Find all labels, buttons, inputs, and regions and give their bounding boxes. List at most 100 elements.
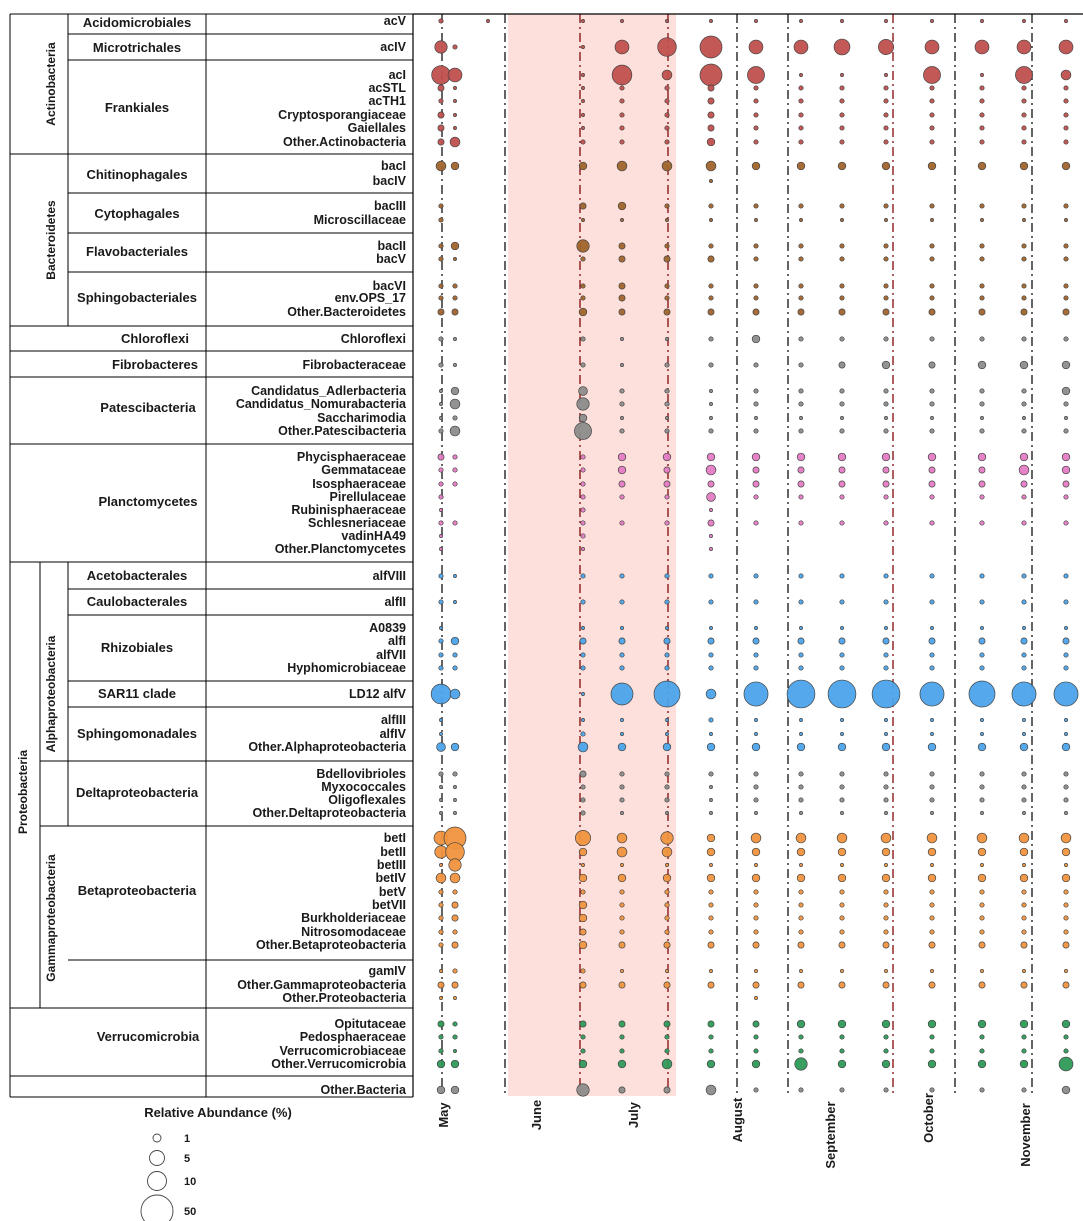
bubble [1021,98,1027,104]
bubble [581,86,585,90]
row-label: acIV [380,40,406,54]
bubble [1022,19,1026,23]
bubble [619,520,625,526]
bubble [574,422,592,440]
phylum-label: Proteobacteria [16,750,30,834]
bubble [1064,416,1068,420]
bubble [1021,295,1027,301]
bubble [839,771,845,777]
bubble [664,771,670,777]
bubble [437,981,445,989]
bubble [752,981,760,989]
bubble [706,847,716,857]
month-label: September [823,1101,838,1168]
bubble [798,85,804,91]
bubble [883,915,889,921]
bubble [979,428,985,434]
bubble [1063,915,1069,921]
row-label: betIV [375,871,406,885]
bubble [923,66,941,84]
bubble [708,573,714,579]
bubble [663,466,671,474]
bubble [979,112,985,118]
bubble [1020,480,1028,488]
bubble [839,915,845,921]
bubble [709,626,713,630]
bubble [619,784,625,790]
bubble [619,599,625,605]
row-label: alfIII [381,713,406,727]
bubble [979,295,985,301]
bubble [708,771,714,777]
bubble [798,771,804,777]
bubble [1019,1019,1029,1029]
bubble [708,362,714,368]
bubble [438,942,444,948]
bubble [839,256,845,262]
bubble [754,19,758,23]
bubble [978,308,986,316]
bubble [798,98,804,104]
bubble [1020,637,1028,645]
bubble [977,360,987,370]
bubble [753,139,759,145]
order-label: Verrucomicrobia [97,1029,200,1044]
bubble [979,388,985,394]
bubble [581,73,585,77]
bubble [450,742,460,752]
bubble [575,830,591,846]
bubble [450,1085,460,1095]
bubble [438,1034,444,1040]
bubble [709,547,713,551]
bubble [881,161,891,171]
row-label: Burkholderiaceae [301,911,406,925]
bubble [1063,203,1069,209]
bubble [439,863,443,867]
highlight-band [508,14,676,1096]
order-label: Chloroflexi [121,331,189,346]
bubble [708,243,714,249]
bubble [437,308,445,316]
bubble [664,283,670,289]
bubble [706,833,716,843]
bubble [581,19,585,23]
bubble [453,113,457,117]
bubble [619,98,625,104]
bubble [927,742,937,752]
bubble [663,941,671,949]
bubble [1021,797,1027,803]
bubble [1063,243,1069,249]
order-label: Frankiales [105,100,169,115]
bubble [839,599,845,605]
bubble [449,136,461,148]
bubble [752,637,760,645]
bubble [839,494,845,500]
bubble [1021,428,1027,434]
bubble [438,217,444,223]
row-label: Verrucomicrobiaceae [280,1044,407,1058]
bubble [1021,652,1027,658]
bubble [883,599,889,605]
bubble [839,283,845,289]
bubble [619,1034,625,1040]
row-label: Hyphomicrobiaceae [287,661,406,675]
bubble [665,218,669,222]
bubble [709,811,713,815]
bubble [930,863,934,867]
bubble [980,626,984,630]
bubble [664,125,670,131]
legend-value: 10 [184,1176,196,1188]
bubble [452,283,458,289]
row-label: Oligoflexales [328,793,406,807]
bubble [578,1059,588,1069]
bubble [980,218,984,222]
bubble [705,688,717,700]
bubble [881,847,891,857]
bubble [1064,863,1068,867]
bubble [839,243,845,249]
bubble [449,425,461,437]
bubble [752,941,760,949]
bubble [881,873,891,883]
bubble [1022,218,1026,222]
bubble [837,847,847,857]
